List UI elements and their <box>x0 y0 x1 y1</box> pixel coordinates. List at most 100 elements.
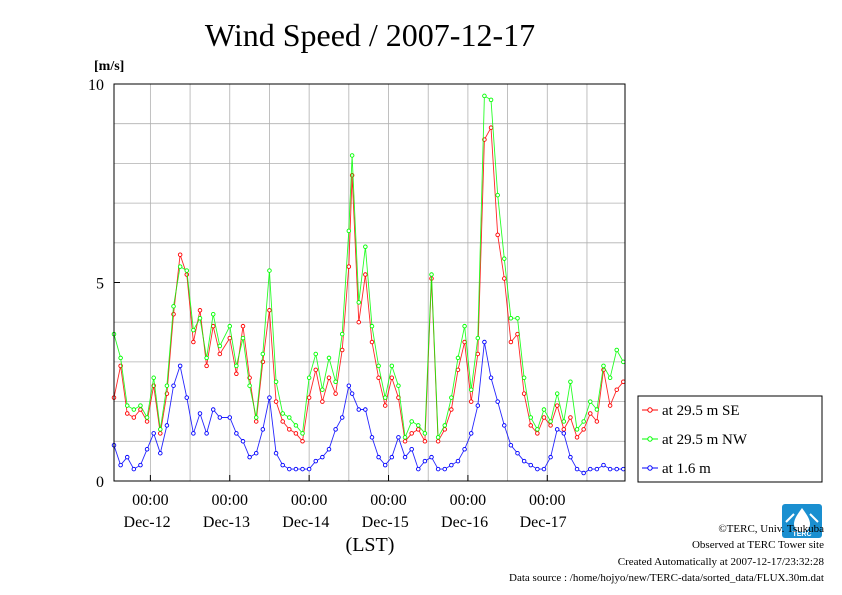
data-point <box>273 379 279 385</box>
data-point <box>171 304 176 309</box>
legend-entry: at 1.6 m <box>662 461 711 477</box>
series-1 <box>111 93 626 440</box>
data-point <box>422 431 428 436</box>
data-point <box>363 407 368 412</box>
data-point <box>151 375 156 381</box>
data-point <box>422 439 428 444</box>
data-point <box>300 466 305 472</box>
legend-box <box>637 395 823 483</box>
data-point <box>541 466 547 472</box>
data-point <box>131 466 137 472</box>
chart-title: Wind Speed / 2007-12-17 <box>205 17 535 53</box>
data-point <box>468 399 474 404</box>
data-point <box>124 411 130 416</box>
data-point <box>594 407 600 412</box>
data-point <box>293 423 299 428</box>
data-point <box>306 466 312 472</box>
data-point <box>184 268 190 273</box>
data-point <box>131 415 137 420</box>
data-point <box>151 431 156 436</box>
data-point <box>191 431 196 436</box>
data-point <box>548 454 553 460</box>
y-tick-label: 5 <box>96 276 104 293</box>
data-point <box>554 403 560 408</box>
data-point <box>234 363 239 369</box>
data-point <box>396 435 401 440</box>
data-point <box>260 427 266 432</box>
data-point <box>402 439 408 444</box>
data-point <box>535 466 540 472</box>
data-point <box>320 454 325 460</box>
data-point <box>158 450 163 456</box>
data-point <box>234 431 239 436</box>
data-point <box>376 363 381 369</box>
data-point <box>363 272 368 277</box>
data-point <box>502 423 507 428</box>
data-point <box>158 431 163 436</box>
data-point <box>382 403 388 408</box>
data-point <box>402 454 408 460</box>
legend-swatch-marker <box>647 465 653 471</box>
data-point <box>475 351 481 357</box>
data-point <box>333 391 338 396</box>
data-point <box>346 264 352 269</box>
data-point <box>253 419 259 424</box>
data-point <box>138 403 143 408</box>
data-point <box>376 375 381 381</box>
data-point <box>389 363 395 369</box>
legend-entry: at 29.5 m SE <box>662 403 740 419</box>
data-point <box>515 315 520 321</box>
data-point <box>482 93 487 99</box>
data-point <box>607 403 613 408</box>
data-point <box>164 383 170 388</box>
data-point <box>554 427 560 432</box>
data-point <box>217 343 223 349</box>
data-point <box>227 335 233 341</box>
data-point <box>144 419 150 424</box>
data-point <box>204 431 209 436</box>
data-point <box>326 446 332 452</box>
data-point <box>601 363 606 369</box>
data-point <box>422 458 428 464</box>
data-point <box>416 423 421 428</box>
data-point <box>396 383 401 388</box>
data-point <box>594 419 600 424</box>
data-point <box>455 367 461 373</box>
data-point <box>429 454 434 460</box>
data-point <box>217 351 223 357</box>
data-point <box>191 327 196 333</box>
data-point <box>333 379 338 385</box>
data-point <box>455 355 461 361</box>
data-point <box>548 419 553 424</box>
data-point <box>601 462 606 468</box>
data-point <box>581 419 586 424</box>
data-point <box>227 415 233 420</box>
data-point <box>204 355 209 361</box>
data-point <box>449 407 454 412</box>
x-tick-date-label: Dec-17 <box>520 514 567 531</box>
y-tick-label: 10 <box>88 77 104 94</box>
data-point <box>300 431 305 436</box>
data-point <box>561 427 567 432</box>
data-point <box>131 407 137 412</box>
data-point <box>267 308 272 313</box>
data-point <box>333 427 338 432</box>
data-point <box>409 419 414 424</box>
data-point <box>389 375 395 381</box>
data-point <box>402 435 408 440</box>
logo-text: TERC <box>792 531 811 538</box>
data-point <box>409 446 414 452</box>
data-point <box>482 339 487 345</box>
data-point <box>541 415 547 420</box>
data-point <box>429 272 434 277</box>
data-point <box>326 355 332 361</box>
data-point <box>548 423 553 428</box>
data-point <box>581 427 586 432</box>
x-tick-time-label: 00:00 <box>529 492 565 509</box>
data-point <box>177 264 183 269</box>
data-point <box>495 192 500 198</box>
data-point <box>502 276 507 281</box>
data-point <box>118 355 123 361</box>
data-point <box>287 466 292 472</box>
x-axis-label: (LST) <box>346 534 395 556</box>
